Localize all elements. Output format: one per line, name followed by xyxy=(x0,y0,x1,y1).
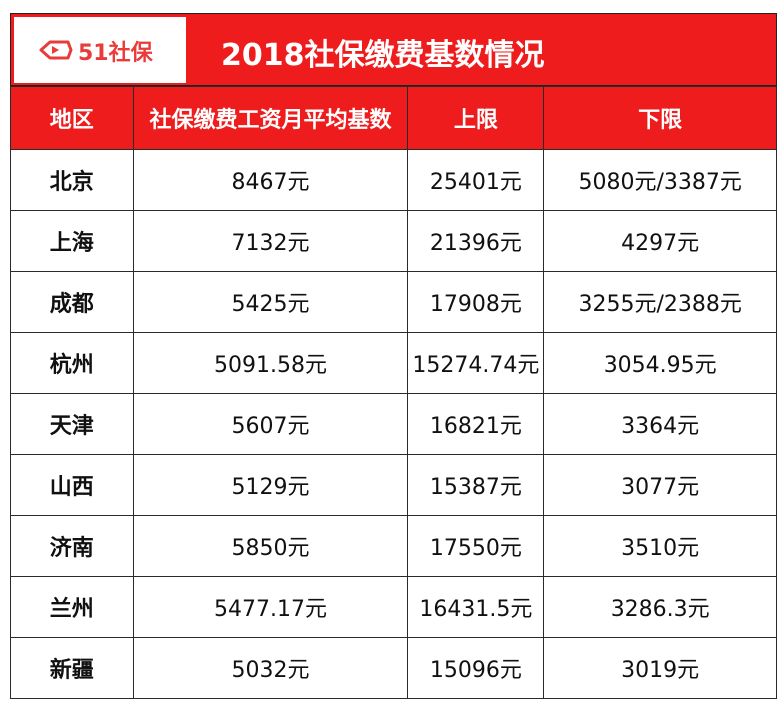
cell-lower-limit: 5080元/3387元 xyxy=(543,149,777,211)
base-table: 地区 社保缴费工资月平均基数 上限 下限 北京 8467元 25401元 508… xyxy=(10,86,777,699)
cell-region: 杭州 xyxy=(10,332,134,394)
table-row: 山西 5129元 15387元 3077元 xyxy=(10,454,777,516)
table-row: 成都 5425元 17908元 3255元/2388元 xyxy=(10,271,777,333)
cell-average-base: 7132元 xyxy=(132,210,409,272)
social-security-table-graphic: 51社保 2018社保缴费基数情况 地区 社保缴费工资月平均基数 上限 下限 北… xyxy=(10,13,777,699)
page-title: 2018社保缴费基数情况 xyxy=(221,38,545,73)
table-row: 北京 8467元 25401元 5080元/3387元 xyxy=(10,149,777,211)
header-upper-limit: 上限 xyxy=(407,86,545,150)
cell-average-base: 5477.17元 xyxy=(132,576,409,638)
cell-upper-limit: 25401元 xyxy=(407,149,545,211)
logo-text: 51社保 xyxy=(78,41,153,66)
cell-upper-limit: 15274.74元 xyxy=(407,332,545,394)
cell-upper-limit: 17550元 xyxy=(407,515,545,577)
header-average-base: 社保缴费工资月平均基数 xyxy=(132,86,409,150)
cell-upper-limit: 16821元 xyxy=(407,393,545,455)
cell-region: 天津 xyxy=(10,393,134,455)
cell-lower-limit: 3255元/2388元 xyxy=(543,271,777,333)
header-region: 地区 xyxy=(10,86,134,150)
cell-upper-limit: 21396元 xyxy=(407,210,545,272)
table-row: 杭州 5091.58元 15274.74元 3054.95元 xyxy=(10,332,777,394)
table-row: 济南 5850元 17550元 3510元 xyxy=(10,515,777,577)
cell-upper-limit: 15387元 xyxy=(407,454,545,516)
cell-lower-limit: 3019元 xyxy=(543,637,777,699)
table-row: 上海 7132元 21396元 4297元 xyxy=(10,210,777,272)
cell-region: 上海 xyxy=(10,210,134,272)
cell-average-base: 5129元 xyxy=(132,454,409,516)
cell-lower-limit: 3510元 xyxy=(543,515,777,577)
cell-lower-limit: 3054.95元 xyxy=(543,332,777,394)
header-row: 地区 社保缴费工资月平均基数 上限 下限 xyxy=(10,86,777,150)
cell-average-base: 5091.58元 xyxy=(132,332,409,394)
cell-region: 成都 xyxy=(10,271,134,333)
cell-average-base: 5032元 xyxy=(132,637,409,699)
table-row: 兰州 5477.17元 16431.5元 3286.3元 xyxy=(10,576,777,638)
header-lower-limit: 下限 xyxy=(543,86,777,150)
table-row: 天津 5607元 16821元 3364元 xyxy=(10,393,777,455)
cell-upper-limit: 17908元 xyxy=(407,271,545,333)
cell-region: 北京 xyxy=(10,149,134,211)
51-logo-icon xyxy=(39,40,73,60)
table-row: 新疆 5032元 15096元 3019元 xyxy=(10,637,777,699)
cell-region: 新疆 xyxy=(10,637,134,699)
cell-lower-limit: 3077元 xyxy=(543,454,777,516)
cell-average-base: 5850元 xyxy=(132,515,409,577)
cell-region: 山西 xyxy=(10,454,134,516)
cell-lower-limit: 4297元 xyxy=(543,210,777,272)
cell-upper-limit: 15096元 xyxy=(407,637,545,699)
cell-region: 济南 xyxy=(10,515,134,577)
logo: 51社保 xyxy=(14,17,186,83)
cell-average-base: 8467元 xyxy=(132,149,409,211)
cell-region: 兰州 xyxy=(10,576,134,638)
cell-average-base: 5425元 xyxy=(132,271,409,333)
cell-lower-limit: 3286.3元 xyxy=(543,576,777,638)
title-banner: 51社保 2018社保缴费基数情况 xyxy=(10,13,777,86)
cell-lower-limit: 3364元 xyxy=(543,393,777,455)
cell-average-base: 5607元 xyxy=(132,393,409,455)
cell-upper-limit: 16431.5元 xyxy=(407,576,545,638)
